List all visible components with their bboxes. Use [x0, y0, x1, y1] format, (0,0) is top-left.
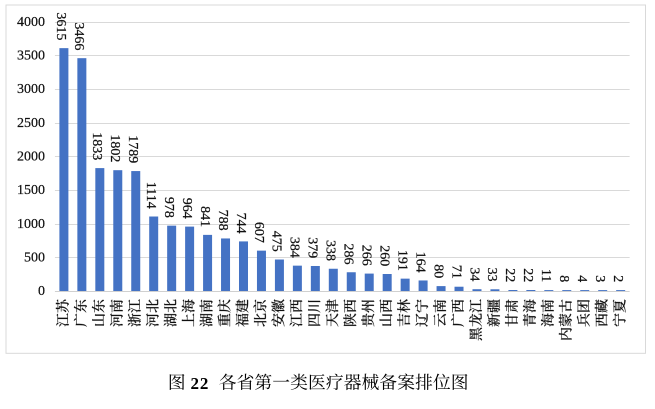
- svg-text:22: 22: [191, 374, 210, 393]
- svg-text:266: 266: [359, 245, 374, 266]
- svg-text:80: 80: [430, 264, 445, 278]
- svg-text:1000: 1000: [17, 217, 45, 232]
- svg-text:1802: 1802: [107, 134, 122, 162]
- svg-text:22: 22: [502, 268, 517, 282]
- svg-text:191: 191: [394, 250, 409, 271]
- svg-text:4: 4: [574, 275, 589, 282]
- svg-text:2: 2: [610, 275, 625, 282]
- svg-text:33: 33: [484, 267, 499, 281]
- svg-text:500: 500: [24, 250, 45, 265]
- svg-text:11: 11: [538, 269, 553, 282]
- svg-text:744: 744: [233, 213, 248, 234]
- svg-text:841: 841: [197, 206, 212, 227]
- svg-text:3500: 3500: [17, 49, 45, 64]
- svg-text:788: 788: [215, 210, 230, 231]
- svg-text:3466: 3466: [71, 22, 86, 50]
- svg-text:1500: 1500: [17, 183, 45, 198]
- svg-text:964: 964: [179, 198, 194, 219]
- svg-text:164: 164: [412, 252, 427, 273]
- svg-text:1789: 1789: [125, 135, 140, 163]
- svg-text:978: 978: [161, 197, 176, 218]
- svg-text:1833: 1833: [89, 132, 104, 160]
- svg-text:8: 8: [556, 275, 571, 282]
- svg-text:22: 22: [520, 268, 535, 282]
- svg-text:3615: 3615: [53, 12, 68, 40]
- svg-text:3000: 3000: [17, 82, 45, 97]
- svg-text:2000: 2000: [17, 149, 45, 164]
- svg-text:338: 338: [323, 240, 338, 261]
- svg-text:384: 384: [287, 237, 302, 258]
- svg-text:71: 71: [448, 265, 463, 279]
- svg-text:1114: 1114: [143, 182, 158, 209]
- svg-text:0: 0: [38, 284, 45, 299]
- svg-text:286: 286: [341, 243, 356, 264]
- svg-text:475: 475: [269, 231, 284, 252]
- svg-text:3: 3: [592, 275, 607, 282]
- svg-text:607: 607: [251, 222, 266, 243]
- svg-text:379: 379: [305, 237, 320, 258]
- svg-text:2500: 2500: [17, 116, 45, 131]
- svg-text:260: 260: [376, 245, 391, 266]
- svg-text:34: 34: [466, 267, 481, 281]
- svg-text:4000: 4000: [17, 15, 45, 30]
